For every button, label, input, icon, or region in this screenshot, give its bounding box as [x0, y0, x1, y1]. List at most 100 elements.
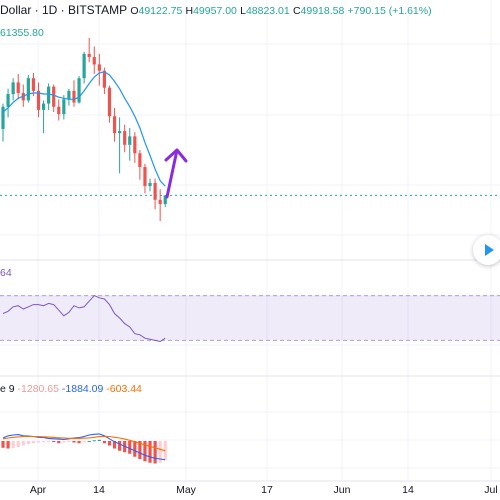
candle-body	[47, 86, 51, 104]
candle-body	[158, 199, 162, 205]
rsi-band-lines	[0, 295, 500, 341]
candle-body	[36, 90, 41, 110]
histogram-bar	[148, 441, 152, 463]
x-tick-label: Apr	[29, 484, 47, 496]
close-value: 49918.58	[300, 5, 345, 17]
x-tick-label: 14	[402, 484, 414, 496]
candle-body	[6, 94, 10, 107]
histogram-bar	[97, 439, 101, 441]
histogram-bar	[87, 441, 91, 442]
macd-hist-value: -1280.65	[17, 383, 59, 395]
rsi-band	[0, 295, 500, 341]
candle-body	[62, 99, 66, 115]
symbol-header: Dollar · 1D · BITSTAMP O49122.75 H49957.…	[0, 3, 432, 19]
candle-body	[123, 131, 127, 145]
histogram-bar	[133, 441, 137, 457]
histogram-bar	[82, 441, 86, 443]
moving-average-line	[2, 71, 166, 187]
candle-body	[148, 182, 152, 187]
ma-value-badge: 61355.80	[0, 27, 47, 41]
histogram-bar	[21, 441, 25, 446]
candle-body	[128, 136, 132, 145]
histogram-bar	[16, 441, 20, 447]
candle-body	[52, 86, 56, 107]
histogram-bar	[72, 441, 76, 443]
histogram-bar	[47, 441, 51, 442]
histogram-bar	[41, 441, 46, 443]
open-key: O	[130, 5, 139, 17]
candle-body	[82, 53, 86, 79]
histogram-bar	[67, 441, 71, 442]
histogram-bar	[107, 441, 112, 446]
macd-signal-value: -603.44	[106, 383, 142, 395]
candle-body	[112, 116, 117, 134]
histogram-bar	[92, 440, 96, 442]
histogram-bar	[77, 441, 81, 444]
candle-body	[77, 78, 81, 103]
macd-macd-value: -1884.09	[61, 383, 104, 395]
x-tick-label: Jul	[484, 484, 498, 496]
high-key: H	[185, 5, 194, 17]
candle-body	[72, 90, 76, 103]
play-icon	[485, 244, 494, 256]
symbol-title: Dollar · 1D · BITSTAMP	[0, 3, 128, 17]
rsi-line	[2, 294, 166, 343]
candle-body	[26, 78, 30, 101]
rsi-value-badge: 64	[0, 267, 12, 279]
histogram-bar	[11, 441, 15, 449]
x-axis: Apr 14 May 17 Jun 14 Jul	[0, 484, 500, 498]
candle-body	[163, 195, 167, 205]
grid-lines	[0, 0, 500, 480]
candle-body	[11, 82, 15, 95]
open-value: 49122.75	[138, 5, 183, 17]
histogram-bar	[102, 441, 106, 444]
histogram-bar	[62, 441, 66, 443]
histogram-bar	[1, 441, 5, 448]
candle-body	[31, 78, 36, 91]
candle-body	[118, 131, 122, 134]
change-value: +790.15 (+1.61%)	[347, 5, 432, 17]
histogram-bar	[153, 441, 157, 464]
candle-body	[67, 90, 71, 100]
histogram-bar	[6, 441, 10, 449]
candle-body	[16, 82, 20, 93]
close-key: C	[292, 5, 301, 17]
candle-body	[87, 53, 91, 58]
candle-body	[97, 64, 101, 71]
candle-body	[107, 87, 112, 117]
candle-body	[1, 106, 5, 129]
candles	[1, 37, 167, 221]
histogram-bar	[158, 441, 162, 463]
histogram-bar	[26, 441, 30, 444]
candle-body	[153, 182, 157, 200]
x-tick-label: Jun	[333, 484, 351, 496]
macd-name: e 9	[0, 383, 15, 395]
low-value: 48823.01	[245, 5, 290, 17]
candle-body	[138, 153, 142, 168]
histogram-bar	[57, 441, 61, 444]
candle-body	[41, 103, 46, 110]
up-arrow-annotation[interactable]	[164, 148, 188, 199]
histogram-bar	[118, 441, 122, 451]
histogram-bar	[143, 441, 147, 462]
x-tick-label: 17	[261, 484, 273, 496]
pane-separators	[0, 259, 500, 482]
low-key: L	[240, 5, 246, 17]
candle-body	[92, 57, 96, 65]
scroll-to-realtime-button[interactable]	[473, 235, 500, 265]
macd-legend: e 9 -1280.65 -1884.09 -603.44	[0, 383, 142, 395]
histogram-bar	[138, 441, 142, 459]
histogram-bar	[31, 441, 36, 444]
x-tick-label: 14	[93, 484, 105, 496]
x-tick-label: May	[176, 484, 196, 496]
candle-body	[57, 106, 61, 115]
histogram-bar	[52, 441, 56, 443]
histogram-bar	[36, 441, 41, 443]
histogram-bar	[112, 441, 117, 449]
histogram-bar	[128, 441, 132, 454]
signal-line	[2, 435, 166, 452]
candle-body	[143, 167, 147, 187]
candle-body	[102, 70, 106, 88]
candle-body	[133, 136, 137, 154]
